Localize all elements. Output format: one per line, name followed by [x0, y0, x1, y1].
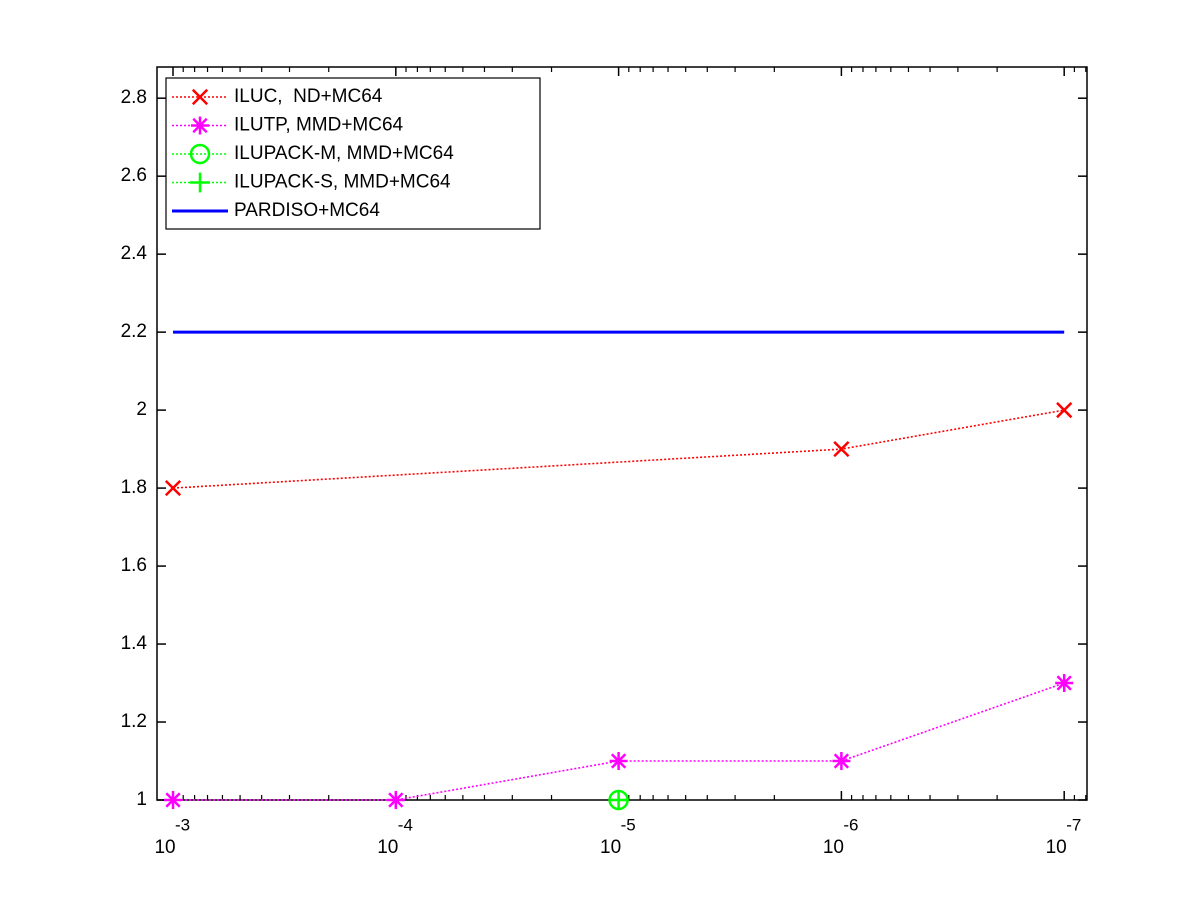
marker-stroke: [192, 117, 208, 134]
x-tick-exponent: -6: [843, 815, 858, 834]
marker: [164, 480, 182, 497]
x-tick-label: 10: [1046, 837, 1067, 858]
x-tick-label: 10: [154, 837, 175, 858]
x-tick-label: 10: [600, 837, 621, 858]
y-tick-label: 1.6: [121, 555, 147, 576]
x-tick-label: 10: [377, 837, 398, 858]
y-tick-label: 2.4: [121, 243, 148, 264]
marker-stroke: [1056, 675, 1072, 691]
legend-label: ILUPACK-M, MMD+MC64: [234, 143, 454, 164]
marker-stroke: [165, 792, 181, 808]
x-tick-exponent: -4: [398, 815, 413, 834]
marker-stroke: [833, 441, 850, 458]
y-tick-label: 1.2: [121, 711, 147, 732]
marker: [164, 791, 183, 809]
marker-stroke: [833, 753, 850, 769]
marker: [191, 88, 209, 106]
y-tick-label: 2.8: [121, 87, 147, 108]
marker: [832, 752, 851, 771]
y-tick-label: 1: [136, 789, 147, 810]
marker: [1055, 674, 1074, 693]
y-tick-label: 2.2: [121, 321, 147, 342]
marker: [189, 143, 211, 165]
y-tick-label: 2.6: [121, 165, 147, 186]
legend-label: PARDISO+MC64: [234, 200, 380, 221]
marker-stroke: [164, 480, 182, 497]
y-tick-label: 1.8: [121, 477, 147, 498]
marker-stroke: [1056, 402, 1073, 419]
legend-box: [165, 77, 541, 230]
marker: [1056, 402, 1073, 419]
marker-stroke: [189, 143, 211, 165]
legend-label: ILUPACK-S, MMD+MC64: [234, 172, 451, 193]
marker-stroke: [191, 88, 209, 106]
marker: [191, 116, 209, 135]
x-tick-exponent: -3: [175, 815, 190, 834]
marker: [609, 752, 628, 771]
marker: [608, 790, 629, 810]
marker: [386, 791, 405, 809]
x-tick-exponent: -5: [621, 815, 636, 834]
y-tick-label: 1.4: [121, 633, 148, 654]
marker-stroke: [388, 792, 404, 808]
marker-stroke: [610, 753, 627, 769]
legend-label: ILUC, ND+MC64: [234, 86, 383, 107]
x-tick-exponent: -7: [1066, 815, 1081, 834]
marker: [833, 441, 850, 458]
marker: [190, 172, 210, 193]
y-tick-label: 2: [136, 399, 147, 420]
x-tick-label: 10: [823, 837, 844, 858]
legend-label: ILUTP, MMD+MC64: [234, 115, 404, 136]
